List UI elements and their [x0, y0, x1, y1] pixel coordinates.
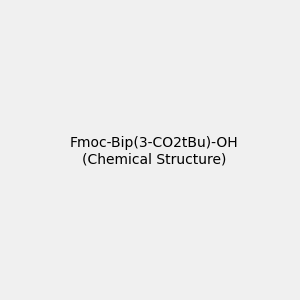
Text: Fmoc-Bip(3-CO2tBu)-OH
(Chemical Structure): Fmoc-Bip(3-CO2tBu)-OH (Chemical Structur…: [69, 136, 238, 166]
